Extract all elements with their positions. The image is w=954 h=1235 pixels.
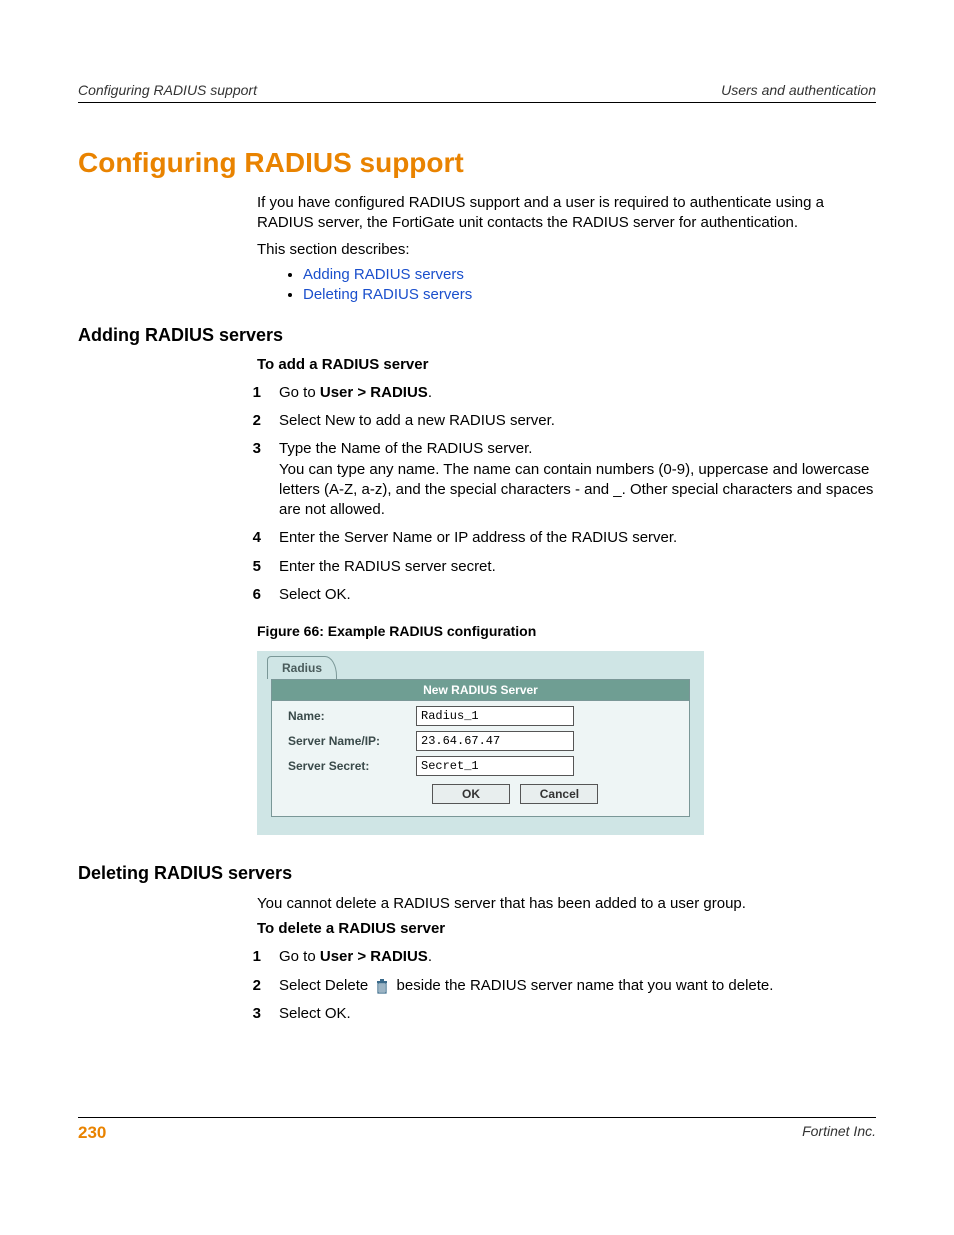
ok-button[interactable]: OK xyxy=(432,784,510,804)
step-number: 3 xyxy=(233,1004,261,1024)
intro-links-list: Adding RADIUS servers Deleting RADIUS se… xyxy=(257,266,876,303)
step-item: 2 Select New to add a new RADIUS server. xyxy=(233,411,876,431)
link-adding-radius[interactable]: Adding RADIUS servers xyxy=(303,266,464,283)
trash-icon xyxy=(375,978,389,994)
running-header: Configuring RADIUS support Users and aut… xyxy=(78,82,876,103)
step-number: 5 xyxy=(233,557,261,577)
section-heading-adding: Adding RADIUS servers xyxy=(78,325,876,346)
step-number: 1 xyxy=(233,947,261,967)
header-left: Configuring RADIUS support xyxy=(78,82,257,98)
step-item: 6 Select OK. xyxy=(233,585,876,605)
figure-caption: Figure 66: Example RADIUS configuration xyxy=(257,623,876,639)
page-title: Configuring RADIUS support xyxy=(78,147,876,179)
step-number: 3 xyxy=(233,439,261,459)
step-text: Select Delete beside the RADIUS server n… xyxy=(279,976,876,996)
row-secret: Server Secret: xyxy=(272,751,689,776)
step-number: 1 xyxy=(233,383,261,403)
section-heading-deleting: Deleting RADIUS servers xyxy=(78,863,876,884)
delete-intro: You cannot delete a RADIUS server that h… xyxy=(257,894,876,914)
step-text: Select OK. xyxy=(279,585,876,605)
list-item: Deleting RADIUS servers xyxy=(303,286,876,303)
input-name[interactable] xyxy=(416,706,574,726)
step-text: Type the Name of the RADIUS server.You c… xyxy=(279,439,876,520)
row-server-ip: Server Name/IP: xyxy=(272,726,689,751)
input-secret[interactable] xyxy=(416,756,574,776)
intro-paragraph-1: If you have configured RADIUS support an… xyxy=(257,193,876,234)
step-number: 4 xyxy=(233,528,261,548)
running-footer: 230 Fortinet Inc. xyxy=(78,1117,876,1143)
label-secret: Server Secret: xyxy=(288,759,416,773)
step-text: Go to User > RADIUS. xyxy=(279,947,876,967)
step-item: 1 Go to User > RADIUS. xyxy=(233,383,876,403)
step-text: Select OK. xyxy=(279,1004,876,1024)
step-number: 2 xyxy=(233,976,261,996)
cancel-button[interactable]: Cancel xyxy=(520,784,598,804)
button-row: OK Cancel xyxy=(272,776,689,804)
page-number: 230 xyxy=(78,1123,106,1143)
steps-add: 1 Go to User > RADIUS. 2 Select New to add … xyxy=(233,383,876,605)
step-item: 3 Select OK. xyxy=(233,1004,876,1024)
panel-title: New RADIUS Server xyxy=(272,680,689,701)
step-item: 3 Type the Name of the RADIUS server.You … xyxy=(233,439,876,520)
label-server-ip: Server Name/IP: xyxy=(288,734,416,748)
tab-bar: Radius xyxy=(257,651,704,679)
step-item: 1 Go to User > RADIUS. xyxy=(233,947,876,967)
row-name: Name: xyxy=(272,701,689,726)
procedure-heading-add: To add a RADIUS server xyxy=(257,356,876,373)
input-server-ip[interactable] xyxy=(416,731,574,751)
step-text: Go to User > RADIUS. xyxy=(279,383,876,403)
company-name: Fortinet Inc. xyxy=(802,1123,876,1143)
step-item: 4 Enter the Server Name or IP address of … xyxy=(233,528,876,548)
header-right: Users and authentication xyxy=(721,82,876,98)
tab-radius[interactable]: Radius xyxy=(267,656,337,679)
step-number: 2 xyxy=(233,411,261,431)
step-item: 5 Enter the RADIUS server secret. xyxy=(233,557,876,577)
link-deleting-radius[interactable]: Deleting RADIUS servers xyxy=(303,286,472,303)
list-item: Adding RADIUS servers xyxy=(303,266,876,283)
label-name: Name: xyxy=(288,709,416,723)
procedure-heading-delete: To delete a RADIUS server xyxy=(257,920,876,937)
steps-delete: 1 Go to User > RADIUS. 2 Select Delete besi… xyxy=(233,947,876,1024)
step-item: 2 Select Delete beside the RADIUS server … xyxy=(233,976,876,996)
step-text: Enter the Server Name or IP address of t… xyxy=(279,528,876,548)
step-text: Enter the RADIUS server secret. xyxy=(279,557,876,577)
step-number: 6 xyxy=(233,585,261,605)
step-text: Select New to add a new RADIUS server. xyxy=(279,411,876,431)
example-radius-config-figure: Radius New RADIUS Server Name: Server Na… xyxy=(257,651,704,835)
new-radius-panel: New RADIUS Server Name: Server Name/IP: … xyxy=(271,679,690,817)
intro-paragraph-2: This section describes: xyxy=(257,240,876,260)
